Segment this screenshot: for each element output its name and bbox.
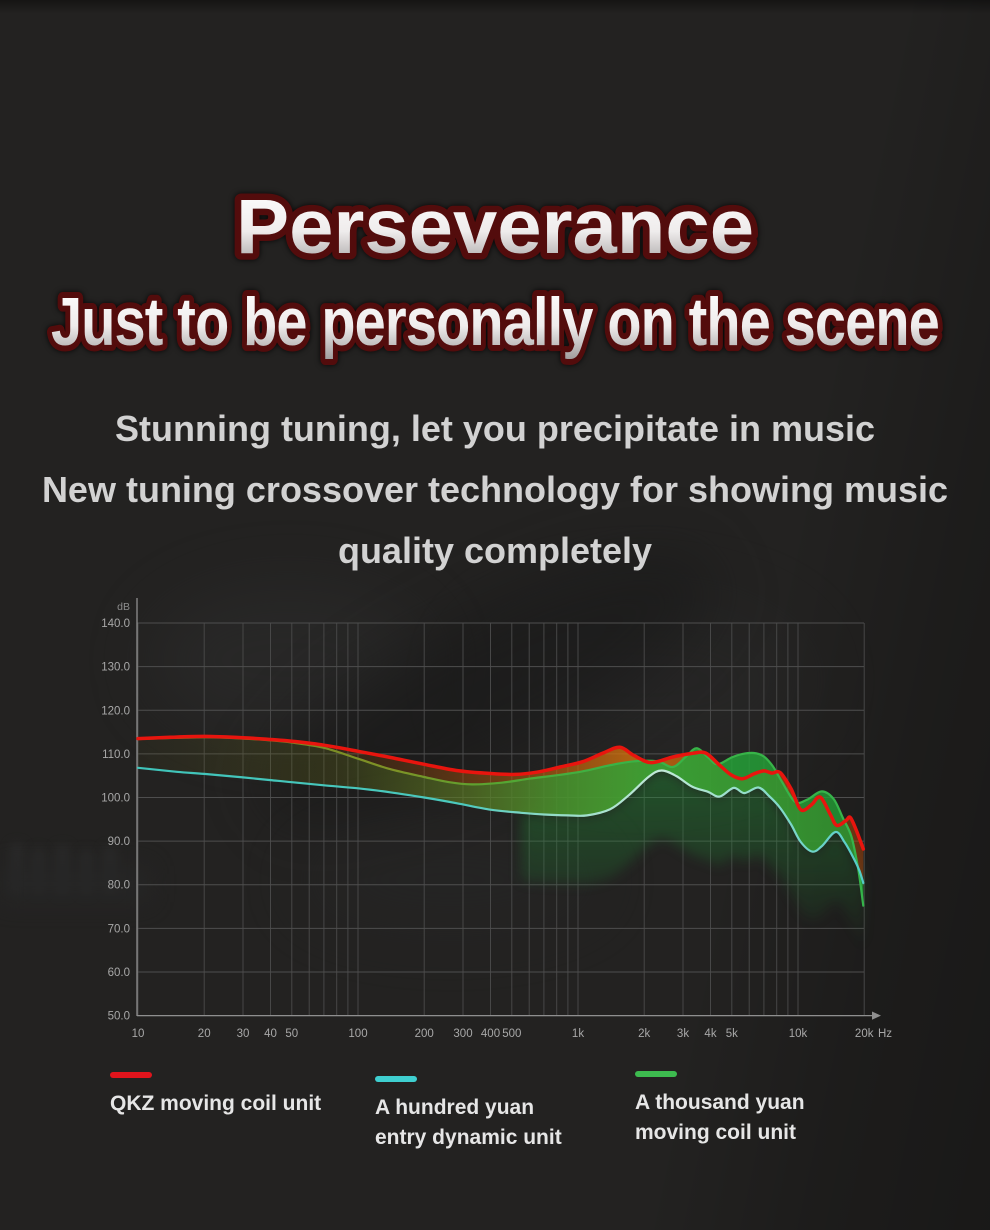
- svg-text:20: 20: [198, 1028, 211, 1040]
- svg-text:120.0: 120.0: [101, 705, 130, 717]
- curve-thousand-yuan: [136, 736, 865, 907]
- curve-qkz: [136, 734, 866, 851]
- chart-tick-labels: 140.0 130.0 120.0 110.0 100.0 90.0 80.0 70.0 60.…: [101, 601, 892, 1040]
- svg-text:2k: 2k: [638, 1028, 650, 1040]
- chart-curves: [136, 734, 866, 907]
- svg-text:110.0: 110.0: [102, 749, 130, 761]
- tagline: Stunning tuning, let you precipitate in …: [0, 398, 990, 581]
- svg-text:50: 50: [285, 1028, 298, 1040]
- svg-text:200: 200: [415, 1028, 434, 1040]
- hero-titles: Perseverance Just to be personally on th…: [45, 178, 946, 367]
- tagline-line-2: New tuning crossover technology for show…: [41, 469, 949, 510]
- svg-text:40: 40: [264, 1028, 277, 1040]
- curve-hundred-yuan: [136, 766, 865, 885]
- svg-text:10: 10: [132, 1028, 145, 1040]
- tagline-line-1: Stunning tuning, let you precipitate in …: [114, 408, 876, 449]
- svg-text:30: 30: [237, 1028, 250, 1040]
- svg-text:1k: 1k: [572, 1028, 584, 1040]
- svg-text:90.0: 90.0: [108, 836, 130, 848]
- svg-text:5k: 5k: [726, 1028, 738, 1040]
- svg-text:dB: dB: [117, 601, 130, 613]
- background-silhouette: [0, 866, 150, 902]
- tagline-line-3: quality completely: [337, 530, 653, 571]
- svg-text:20k: 20k: [855, 1028, 874, 1040]
- svg-text:70.0: 70.0: [108, 923, 130, 935]
- svg-text:300: 300: [453, 1028, 472, 1040]
- svg-text:500: 500: [502, 1028, 521, 1040]
- svg-text:60.0: 60.0: [108, 967, 130, 979]
- svg-text:4k: 4k: [704, 1028, 716, 1040]
- page-subtitle: Just to be personally on the scene: [51, 284, 939, 360]
- svg-text:Hz: Hz: [878, 1028, 892, 1040]
- chart-grid: [137, 622, 865, 1017]
- svg-text:100.0: 100.0: [101, 793, 130, 805]
- chart-fills: [138, 736, 864, 951]
- svg-text:50.0: 50.0: [108, 1011, 130, 1023]
- svg-text:130.0: 130.0: [101, 662, 130, 674]
- chart-axes: [136, 598, 881, 1020]
- svg-text:3k: 3k: [677, 1028, 689, 1040]
- svg-text:400: 400: [481, 1028, 500, 1040]
- svg-text:10k: 10k: [789, 1028, 808, 1040]
- svg-text:140.0: 140.0: [101, 618, 130, 630]
- svg-text:80.0: 80.0: [108, 880, 130, 892]
- svg-text:100: 100: [348, 1028, 367, 1040]
- page-title: Perseverance: [236, 184, 754, 270]
